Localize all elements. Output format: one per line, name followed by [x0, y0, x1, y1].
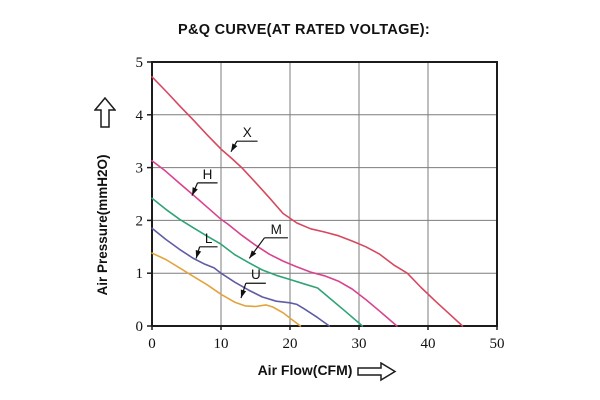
svg-text:1: 1	[136, 266, 144, 282]
svg-text:40: 40	[421, 336, 436, 352]
svg-text:H: H	[203, 167, 213, 182]
svg-text:5: 5	[136, 55, 144, 71]
axis-ticks	[147, 61, 498, 330]
series-U-line	[151, 252, 302, 327]
svg-text:2: 2	[136, 213, 144, 229]
curve-label-X: X	[230, 125, 258, 153]
curve-label-L: L	[195, 231, 218, 259]
curve-label-U: U	[240, 267, 266, 299]
svg-text:50: 50	[490, 336, 505, 352]
svg-text:4: 4	[136, 108, 144, 124]
y-axis-title: Air Pressure(mmH2O)	[95, 154, 110, 296]
x-axis-title: Air Flow(CFM)	[257, 362, 353, 378]
curve-label-M: M	[248, 222, 288, 259]
series-L-line	[151, 227, 331, 327]
curve-label-H: H	[191, 167, 218, 196]
svg-text:30: 30	[352, 336, 367, 352]
series-X-line	[151, 76, 464, 327]
y-tick-labels: 0 1 2 3 4 5	[136, 55, 144, 335]
svg-text:0: 0	[148, 336, 156, 352]
svg-text:M: M	[271, 222, 282, 237]
plot-border	[151, 61, 498, 327]
series-H-line	[151, 159, 398, 327]
svg-text:3: 3	[136, 161, 144, 177]
svg-text:0: 0	[136, 319, 144, 335]
svg-text:10: 10	[214, 336, 229, 352]
svg-text:L: L	[205, 231, 213, 246]
up-arrow-icon	[94, 97, 116, 128]
svg-text:U: U	[251, 267, 261, 282]
chart-title: P&Q CURVE(AT RATED VOLTAGE):	[178, 22, 430, 38]
series-M-line	[151, 197, 364, 327]
grid-lines	[152, 62, 497, 326]
svg-text:X: X	[243, 125, 252, 140]
x-tick-labels: 0 10 20 30 40 50	[148, 336, 504, 352]
svg-text:20: 20	[283, 336, 298, 352]
right-arrow-icon	[357, 362, 397, 382]
